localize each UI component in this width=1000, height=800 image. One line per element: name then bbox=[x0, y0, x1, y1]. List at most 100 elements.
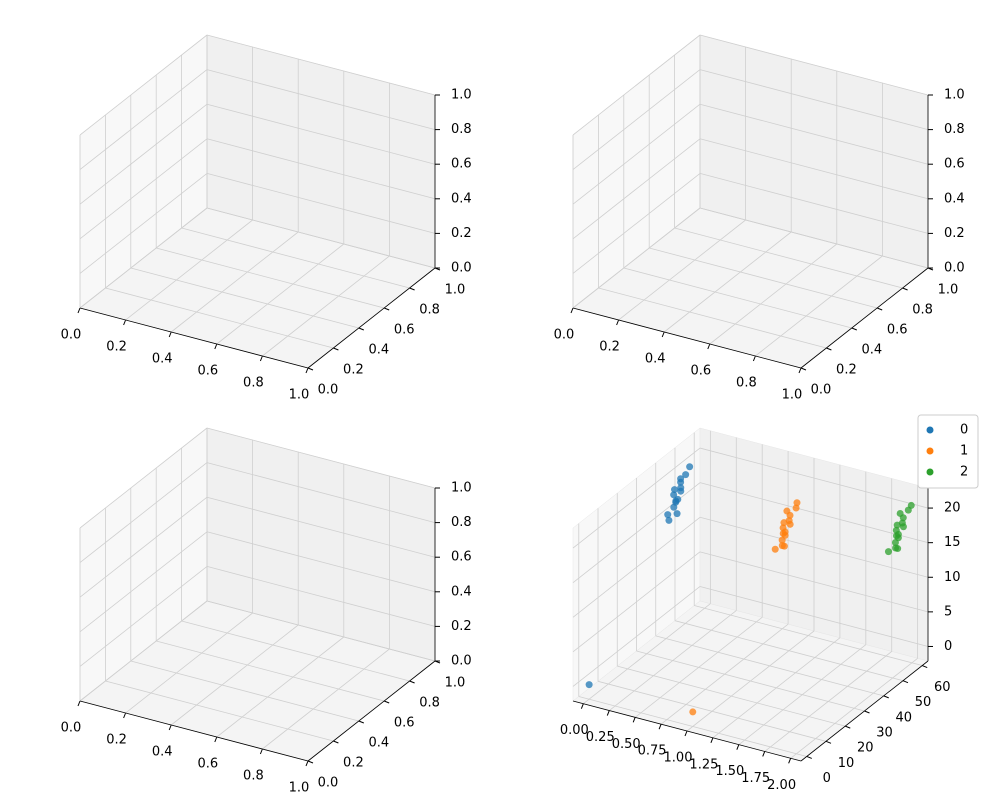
grid-line bbox=[206, 207, 436, 269]
grid-line bbox=[79, 566, 208, 667]
tick-mark bbox=[259, 355, 263, 362]
grid-line bbox=[618, 219, 746, 321]
subplot: 0.0 0.2 0.4 0.6 0.8 1.0 0.0 0.2 0.4 0.6 0.8 1.0 0.0 0… bbox=[61, 427, 472, 796]
subplot: 0.0 0.2 0.4 0.6 0.8 1.0 0.0 0.2 0.4 0.6 0.8 1.0 0.0 0… bbox=[61, 34, 472, 403]
y-tick-label: 0.8 bbox=[912, 303, 933, 318]
tick-mark bbox=[800, 367, 807, 371]
z-tick-label: 1.0 bbox=[944, 88, 965, 103]
y-tick-label: 0.2 bbox=[836, 363, 857, 378]
y-tick-label: 0 bbox=[823, 771, 831, 786]
scatter-point bbox=[682, 471, 690, 479]
grid-line bbox=[699, 138, 929, 200]
scatter-point bbox=[792, 504, 800, 512]
grid-line bbox=[79, 69, 208, 170]
z-tick-label: 0.2 bbox=[451, 226, 472, 241]
grid-line bbox=[170, 231, 299, 333]
y-axis-line bbox=[800, 660, 929, 762]
grid-line bbox=[572, 69, 701, 170]
grid-line bbox=[572, 138, 701, 240]
x-tick-label: 0.4 bbox=[152, 745, 173, 760]
tick-mark bbox=[825, 740, 832, 744]
grid-line bbox=[206, 34, 436, 96]
scatter-point bbox=[786, 520, 794, 528]
x-tick-label: 0.8 bbox=[736, 376, 757, 391]
legend-label: 1 bbox=[960, 444, 968, 459]
scatter-point bbox=[672, 498, 680, 506]
legend-marker bbox=[926, 426, 934, 434]
grid-line bbox=[699, 173, 929, 234]
grid-line bbox=[649, 247, 878, 309]
tick-mark bbox=[922, 665, 928, 669]
x-tick-label: 0.6 bbox=[690, 364, 711, 379]
grid-line bbox=[694, 605, 923, 666]
grid-line bbox=[206, 173, 436, 234]
grid-line bbox=[674, 620, 904, 682]
x-tick-label: 1.00 bbox=[664, 751, 693, 766]
x-tick-label: 1.75 bbox=[741, 771, 770, 786]
grid-line bbox=[572, 173, 701, 274]
x-tick-label: 1.0 bbox=[289, 781, 310, 796]
x-tick-label: 0.2 bbox=[106, 340, 127, 355]
legend-label: 2 bbox=[960, 465, 968, 480]
grid-line bbox=[597, 680, 827, 742]
y-tick-label: 0.0 bbox=[318, 383, 339, 398]
scatter-point bbox=[665, 516, 673, 524]
x-tick-label: 1.25 bbox=[689, 757, 718, 772]
grid-line bbox=[181, 620, 410, 682]
scatter-point bbox=[771, 545, 779, 553]
z-tick-label: 0.6 bbox=[451, 550, 472, 565]
grid-line bbox=[572, 207, 701, 309]
legend: 0 1 2 bbox=[917, 414, 979, 489]
legend-label: 0 bbox=[960, 423, 968, 438]
grid-line bbox=[79, 207, 208, 309]
x-tick-label: 0.6 bbox=[197, 757, 218, 772]
tick-mark bbox=[707, 343, 711, 350]
tick-mark bbox=[661, 331, 665, 338]
tick-mark bbox=[902, 680, 909, 684]
grid-line bbox=[79, 462, 208, 563]
grid-line bbox=[709, 243, 838, 345]
x-tick-label: 0.4 bbox=[645, 352, 666, 367]
grid-line bbox=[156, 640, 385, 702]
grid-line bbox=[216, 636, 345, 738]
scatter-point bbox=[670, 491, 678, 499]
y-axis-line bbox=[307, 267, 436, 369]
grid-line bbox=[206, 496, 436, 558]
x-axis-line bbox=[79, 307, 309, 369]
grid-line bbox=[699, 551, 929, 613]
tick-mark bbox=[851, 327, 857, 331]
tick-mark bbox=[845, 725, 851, 729]
x-tick-label: 0.8 bbox=[243, 376, 264, 391]
tick-mark bbox=[570, 307, 574, 314]
tick-mark bbox=[384, 700, 390, 704]
grid-line bbox=[79, 138, 208, 240]
scatter-point bbox=[778, 542, 786, 550]
y-tick-label: 0.8 bbox=[419, 696, 440, 711]
x-tick-label: 0.0 bbox=[61, 328, 82, 343]
x-tick-label: 1.0 bbox=[782, 388, 803, 403]
legend-marker bbox=[926, 468, 934, 476]
grid-line bbox=[572, 447, 701, 549]
y-tick-label: 60 bbox=[934, 680, 951, 695]
x-tick-label: 0.0 bbox=[554, 328, 575, 343]
grid-line bbox=[206, 600, 436, 662]
z-tick-label: 0 bbox=[944, 639, 952, 654]
y-tick-label: 0.2 bbox=[343, 756, 364, 771]
y-tick-label: 10 bbox=[838, 756, 855, 771]
tick-mark bbox=[384, 307, 390, 311]
tick-mark bbox=[806, 755, 812, 759]
grid-line bbox=[181, 227, 410, 289]
grid-line bbox=[79, 34, 208, 136]
grid-line bbox=[206, 138, 436, 200]
y-tick-label: 30 bbox=[876, 726, 893, 741]
grid-line bbox=[598, 287, 827, 349]
grid-line bbox=[79, 103, 208, 205]
grid-line bbox=[156, 247, 385, 309]
scatter-point bbox=[884, 548, 892, 556]
grid-line bbox=[206, 103, 436, 165]
tick-mark bbox=[214, 343, 218, 350]
grid-line bbox=[755, 255, 883, 357]
tick-mark bbox=[736, 744, 740, 750]
